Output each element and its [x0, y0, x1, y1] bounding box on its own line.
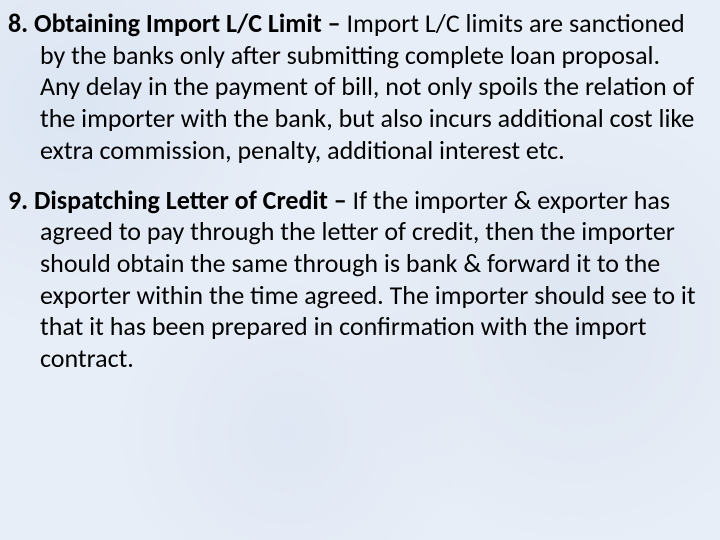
- entry-9-text: 9. Dispatching Letter of Credit – If the…: [8, 185, 702, 375]
- entry-8-text: 8. Obtaining Import L/C Limit – Import L…: [8, 8, 702, 167]
- entry-8: 8. Obtaining Import L/C Limit – Import L…: [8, 8, 702, 167]
- entry-9-heading: 9. Dispatching Letter of Credit –: [8, 184, 353, 216]
- entry-8-heading: 8. Obtaining Import L/C Limit –: [8, 7, 347, 39]
- entry-9: 9. Dispatching Letter of Credit – If the…: [8, 185, 702, 375]
